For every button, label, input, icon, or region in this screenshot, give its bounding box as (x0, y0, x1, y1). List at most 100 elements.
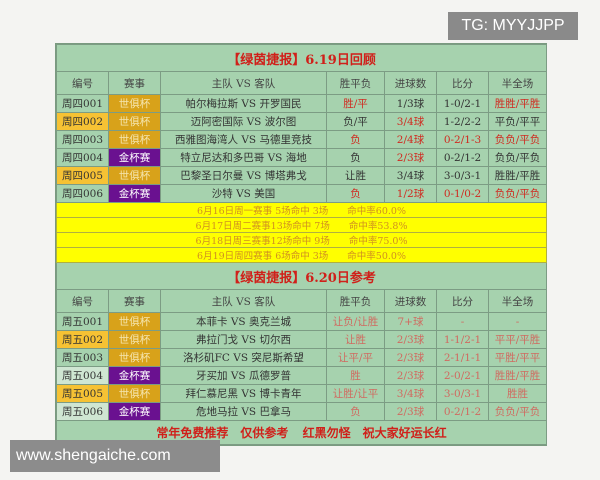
match-teams: 西雅图海湾人 VS 马德里竞技 (160, 130, 327, 149)
column-header: 比分 (436, 71, 489, 95)
half-full-cell: 负负/平负 (487, 148, 548, 167)
hit-rate-row: 6月19日周四赛事 6场命中 3场 命中率50.0% (55, 247, 548, 263)
table-row: 周五005 世俱杯 拜仁慕尼黑 VS 博卡青年 让胜/让平 3/4球 3-0/3… (56, 384, 548, 403)
match-teams: 本菲卡 VS 奥克兰城 (160, 312, 327, 331)
half-full-cell: 胜胜/平胜 (487, 94, 548, 113)
event-badge: 世俱杯 (108, 312, 161, 331)
event-badge: 世俱杯 (108, 348, 161, 367)
half-full-cell: - (487, 312, 548, 331)
goals-cell: 2/3球 (384, 330, 437, 349)
table-row: 周五002 世俱杯 弗拉门戈 VS 切尔西 让胜 2/3球 1-1/2-1 平平… (56, 330, 548, 349)
event-badge: 金杯赛 (108, 366, 161, 385)
half-full-cell: 平胜/平平 (487, 348, 548, 367)
results-board: 【绿茵捷报】6.19日回顾 编号 赛事 主队 VS 客队 胜平负 进球数 比分 半全场 周四0… (55, 43, 548, 446)
header-row: 编号 赛事 主队 VS 客队 胜平负 进球数 比分 半全场 (56, 71, 548, 95)
column-header: 赛事 (108, 71, 161, 95)
goals-cell: 2/3球 (384, 402, 437, 421)
results-table: 【绿茵捷报】6.19日回顾 编号 赛事 主队 VS 客队 胜平负 进球数 比分 半全场 周四0… (55, 44, 548, 445)
table-row: 周五004 金杯赛 牙买加 VS 瓜德罗普 胜 2/3球 2-0/2-1 胜胜/… (56, 366, 548, 385)
score-cell: 1-1/2-1 (436, 330, 489, 349)
header-row: 编号 赛事 主队 VS 客队 胜平负 进球数 比分 半全场 (56, 289, 548, 313)
event-badge: 世俱杯 (108, 330, 161, 349)
table-row: 周五003 世俱杯 洛杉矶FC VS 突尼斯希望 让平/平 2/3球 2-1/1… (56, 348, 548, 367)
goals-cell: 2/3球 (384, 348, 437, 367)
hit-rate-row: 6月16日周一赛事 5场命中 3场 命中率60.0% (55, 202, 548, 218)
result-cell: 胜 (326, 366, 385, 385)
half-full-cell: 负负/平负 (487, 184, 548, 203)
column-header: 进球数 (384, 71, 437, 95)
half-full-cell: 胜胜/平胜 (487, 166, 548, 185)
result-cell: 让胜 (326, 166, 385, 185)
match-teams: 拜仁慕尼黑 VS 博卡青年 (160, 384, 327, 403)
match-id: 周五002 (56, 330, 109, 349)
table-row: 周四001 世俱杯 帕尔梅拉斯 VS 开罗国民 胜/平 1/3球 1-0/2-1… (56, 94, 548, 113)
half-full-cell: 平负/平平 (487, 112, 548, 131)
score-cell: 2-1/1-1 (436, 348, 489, 367)
result-cell: 让负/让胜 (326, 312, 385, 331)
table-row: 周四002 世俱杯 迈阿密国际 VS 波尔图 负/平 3/4球 1-2/2-2 … (56, 112, 548, 131)
match-teams: 迈阿密国际 VS 波尔图 (160, 112, 327, 131)
result-cell: 让胜 (326, 330, 385, 349)
match-teams: 巴黎圣日尔曼 VS 博塔弗戈 (160, 166, 327, 185)
match-teams: 沙特 VS 美国 (160, 184, 327, 203)
hit-rate-row: 6月17日周二赛事13场命中 7场 命中率53.8% (55, 217, 548, 233)
score-cell: 3-0/3-1 (436, 384, 489, 403)
half-full-cell: 负负/平负 (487, 402, 548, 421)
goals-cell: 7+球 (384, 312, 437, 331)
event-badge: 金杯赛 (108, 184, 161, 203)
match-id: 周五004 (56, 366, 109, 385)
goals-cell: 1/2球 (384, 184, 437, 203)
section-title: 【绿茵捷报】6.20日参考 (55, 262, 548, 290)
match-id: 周四004 (56, 148, 109, 167)
score-cell: 0-2/1-2 (436, 148, 489, 167)
score-cell: 0-1/0-2 (436, 184, 489, 203)
result-cell: 负/平 (326, 112, 385, 131)
watermark-site: www.shengaiche.com (10, 440, 220, 472)
column-header: 主队 VS 客队 (160, 71, 327, 95)
match-teams: 帕尔梅拉斯 VS 开罗国民 (160, 94, 327, 113)
table-row: 周四006 金杯赛 沙特 VS 美国 负 1/2球 0-1/0-2 负负/平负 (56, 184, 548, 203)
column-header: 胜平负 (326, 71, 385, 95)
column-header: 赛事 (108, 289, 161, 313)
half-full-cell: 胜胜 (487, 384, 548, 403)
match-id: 周四003 (56, 130, 109, 149)
score-cell: 3-0/3-1 (436, 166, 489, 185)
goals-cell: 2/3球 (384, 366, 437, 385)
column-header: 编号 (56, 289, 109, 313)
table-row: 周五006 金杯赛 危地马拉 VS 巴拿马 负 2/3球 0-2/1-2 负负/… (56, 402, 548, 421)
column-header: 进球数 (384, 289, 437, 313)
match-id: 周五005 (56, 384, 109, 403)
table-row: 周四005 世俱杯 巴黎圣日尔曼 VS 博塔弗戈 让胜 3/4球 3-0/3-1… (56, 166, 548, 185)
result-cell: 负 (326, 402, 385, 421)
event-badge: 金杯赛 (108, 148, 161, 167)
table-row: 周五001 世俱杯 本菲卡 VS 奥克兰城 让负/让胜 7+球 - - (56, 312, 548, 331)
goals-cell: 1/3球 (384, 94, 437, 113)
half-full-cell: 胜胜/平胜 (487, 366, 548, 385)
half-full-cell: 平平/平胜 (487, 330, 548, 349)
goals-cell: 2/3球 (384, 148, 437, 167)
result-cell: 胜/平 (326, 94, 385, 113)
column-header: 比分 (436, 289, 489, 313)
column-header: 半全场 (487, 289, 548, 313)
match-teams: 牙买加 VS 瓜德罗普 (160, 366, 327, 385)
column-header: 编号 (56, 71, 109, 95)
score-cell: 0-2/1-2 (436, 402, 489, 421)
result-cell: 负 (326, 148, 385, 167)
goals-cell: 3/4球 (384, 112, 437, 131)
goals-cell: 3/4球 (384, 166, 437, 185)
match-id: 周五006 (56, 402, 109, 421)
goals-cell: 3/4球 (384, 384, 437, 403)
score-cell: 0-2/1-3 (436, 130, 489, 149)
match-teams: 危地马拉 VS 巴拿马 (160, 402, 327, 421)
event-badge: 世俱杯 (108, 166, 161, 185)
match-id: 周四001 (56, 94, 109, 113)
table-row: 周四003 世俱杯 西雅图海湾人 VS 马德里竞技 负 2/4球 0-2/1-3… (56, 130, 548, 149)
match-teams: 弗拉门戈 VS 切尔西 (160, 330, 327, 349)
half-full-cell: 负负/平负 (487, 130, 548, 149)
column-header: 半全场 (487, 71, 548, 95)
event-badge: 世俱杯 (108, 130, 161, 149)
result-cell: 让平/平 (326, 348, 385, 367)
match-id: 周四006 (56, 184, 109, 203)
result-cell: 负 (326, 184, 385, 203)
match-id: 周四002 (56, 112, 109, 131)
